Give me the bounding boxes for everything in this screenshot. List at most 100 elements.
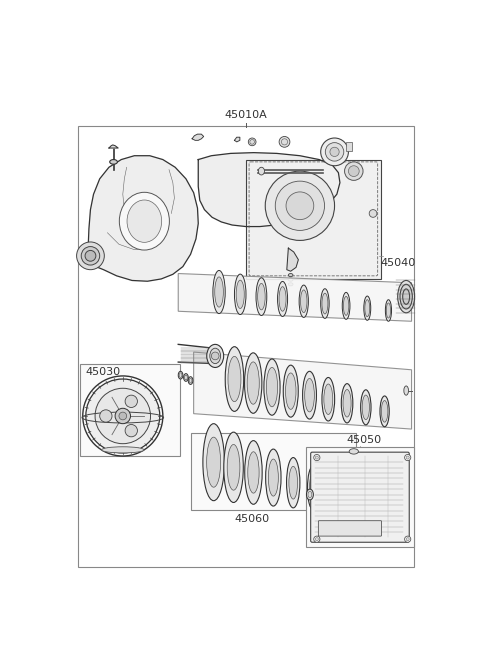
Circle shape — [100, 410, 112, 422]
Polygon shape — [234, 137, 240, 142]
Circle shape — [95, 388, 151, 443]
Circle shape — [248, 138, 256, 146]
Ellipse shape — [228, 356, 241, 401]
Ellipse shape — [341, 384, 353, 423]
Polygon shape — [287, 248, 299, 271]
Ellipse shape — [236, 280, 244, 308]
Ellipse shape — [380, 396, 389, 427]
Ellipse shape — [302, 371, 316, 419]
Ellipse shape — [400, 284, 412, 309]
Polygon shape — [178, 274, 411, 321]
Ellipse shape — [386, 303, 391, 318]
Bar — [78, 127, 414, 567]
Ellipse shape — [248, 452, 259, 493]
Ellipse shape — [289, 466, 298, 499]
Polygon shape — [193, 352, 411, 429]
Circle shape — [211, 352, 219, 359]
Bar — [306, 447, 414, 547]
Ellipse shape — [321, 289, 329, 318]
Ellipse shape — [343, 297, 349, 316]
Ellipse shape — [330, 481, 336, 505]
Ellipse shape — [288, 274, 293, 277]
Ellipse shape — [343, 390, 351, 417]
Ellipse shape — [310, 474, 317, 502]
Circle shape — [81, 247, 100, 265]
Circle shape — [405, 455, 411, 461]
Bar — [346, 142, 352, 151]
Text: 45050: 45050 — [346, 435, 382, 445]
Ellipse shape — [322, 377, 335, 421]
Ellipse shape — [268, 459, 278, 496]
Ellipse shape — [264, 359, 280, 415]
Ellipse shape — [215, 277, 223, 307]
Ellipse shape — [349, 449, 359, 454]
Circle shape — [314, 455, 320, 461]
Ellipse shape — [266, 367, 277, 407]
Ellipse shape — [178, 371, 183, 379]
Circle shape — [315, 538, 318, 541]
Circle shape — [119, 412, 127, 420]
Ellipse shape — [213, 270, 225, 314]
Polygon shape — [109, 145, 118, 148]
Ellipse shape — [288, 283, 293, 286]
Polygon shape — [88, 155, 198, 281]
Circle shape — [86, 379, 160, 453]
Circle shape — [77, 242, 104, 270]
Ellipse shape — [300, 290, 307, 312]
Ellipse shape — [279, 287, 286, 311]
Ellipse shape — [360, 390, 371, 425]
Circle shape — [315, 456, 318, 459]
Ellipse shape — [364, 296, 371, 320]
Bar — [80, 363, 180, 456]
Circle shape — [330, 147, 339, 157]
Ellipse shape — [188, 377, 193, 384]
Circle shape — [405, 536, 411, 543]
Polygon shape — [192, 134, 204, 140]
Ellipse shape — [207, 437, 221, 487]
Ellipse shape — [244, 353, 262, 413]
Text: 45060: 45060 — [235, 514, 270, 523]
Ellipse shape — [207, 344, 224, 367]
Ellipse shape — [362, 395, 370, 420]
Circle shape — [325, 142, 344, 161]
Ellipse shape — [120, 192, 169, 250]
Ellipse shape — [102, 447, 144, 453]
Ellipse shape — [184, 374, 188, 381]
Circle shape — [115, 408, 131, 424]
Ellipse shape — [365, 300, 370, 317]
Ellipse shape — [299, 285, 308, 318]
Ellipse shape — [277, 281, 288, 316]
Ellipse shape — [398, 281, 415, 313]
Circle shape — [85, 251, 96, 261]
Ellipse shape — [324, 384, 333, 415]
Text: 45030: 45030 — [86, 367, 121, 377]
Ellipse shape — [382, 401, 388, 422]
Ellipse shape — [245, 441, 262, 504]
Ellipse shape — [286, 373, 296, 409]
Bar — [191, 433, 356, 510]
Ellipse shape — [127, 200, 162, 242]
Circle shape — [314, 536, 320, 543]
Ellipse shape — [322, 293, 328, 314]
Ellipse shape — [258, 283, 265, 310]
Ellipse shape — [203, 424, 225, 501]
Ellipse shape — [225, 346, 244, 411]
Circle shape — [125, 395, 137, 407]
Ellipse shape — [287, 458, 300, 508]
Ellipse shape — [306, 489, 313, 500]
Text: 45040: 45040 — [381, 258, 416, 268]
Circle shape — [406, 456, 409, 459]
Circle shape — [279, 136, 290, 147]
Polygon shape — [198, 153, 340, 226]
Ellipse shape — [258, 167, 264, 175]
Circle shape — [275, 181, 324, 230]
Circle shape — [286, 192, 314, 220]
Circle shape — [125, 424, 137, 437]
Ellipse shape — [227, 445, 240, 490]
Ellipse shape — [328, 474, 337, 512]
Ellipse shape — [385, 300, 392, 321]
Ellipse shape — [256, 277, 267, 316]
Ellipse shape — [283, 365, 298, 417]
Ellipse shape — [234, 274, 246, 314]
Ellipse shape — [308, 466, 319, 510]
